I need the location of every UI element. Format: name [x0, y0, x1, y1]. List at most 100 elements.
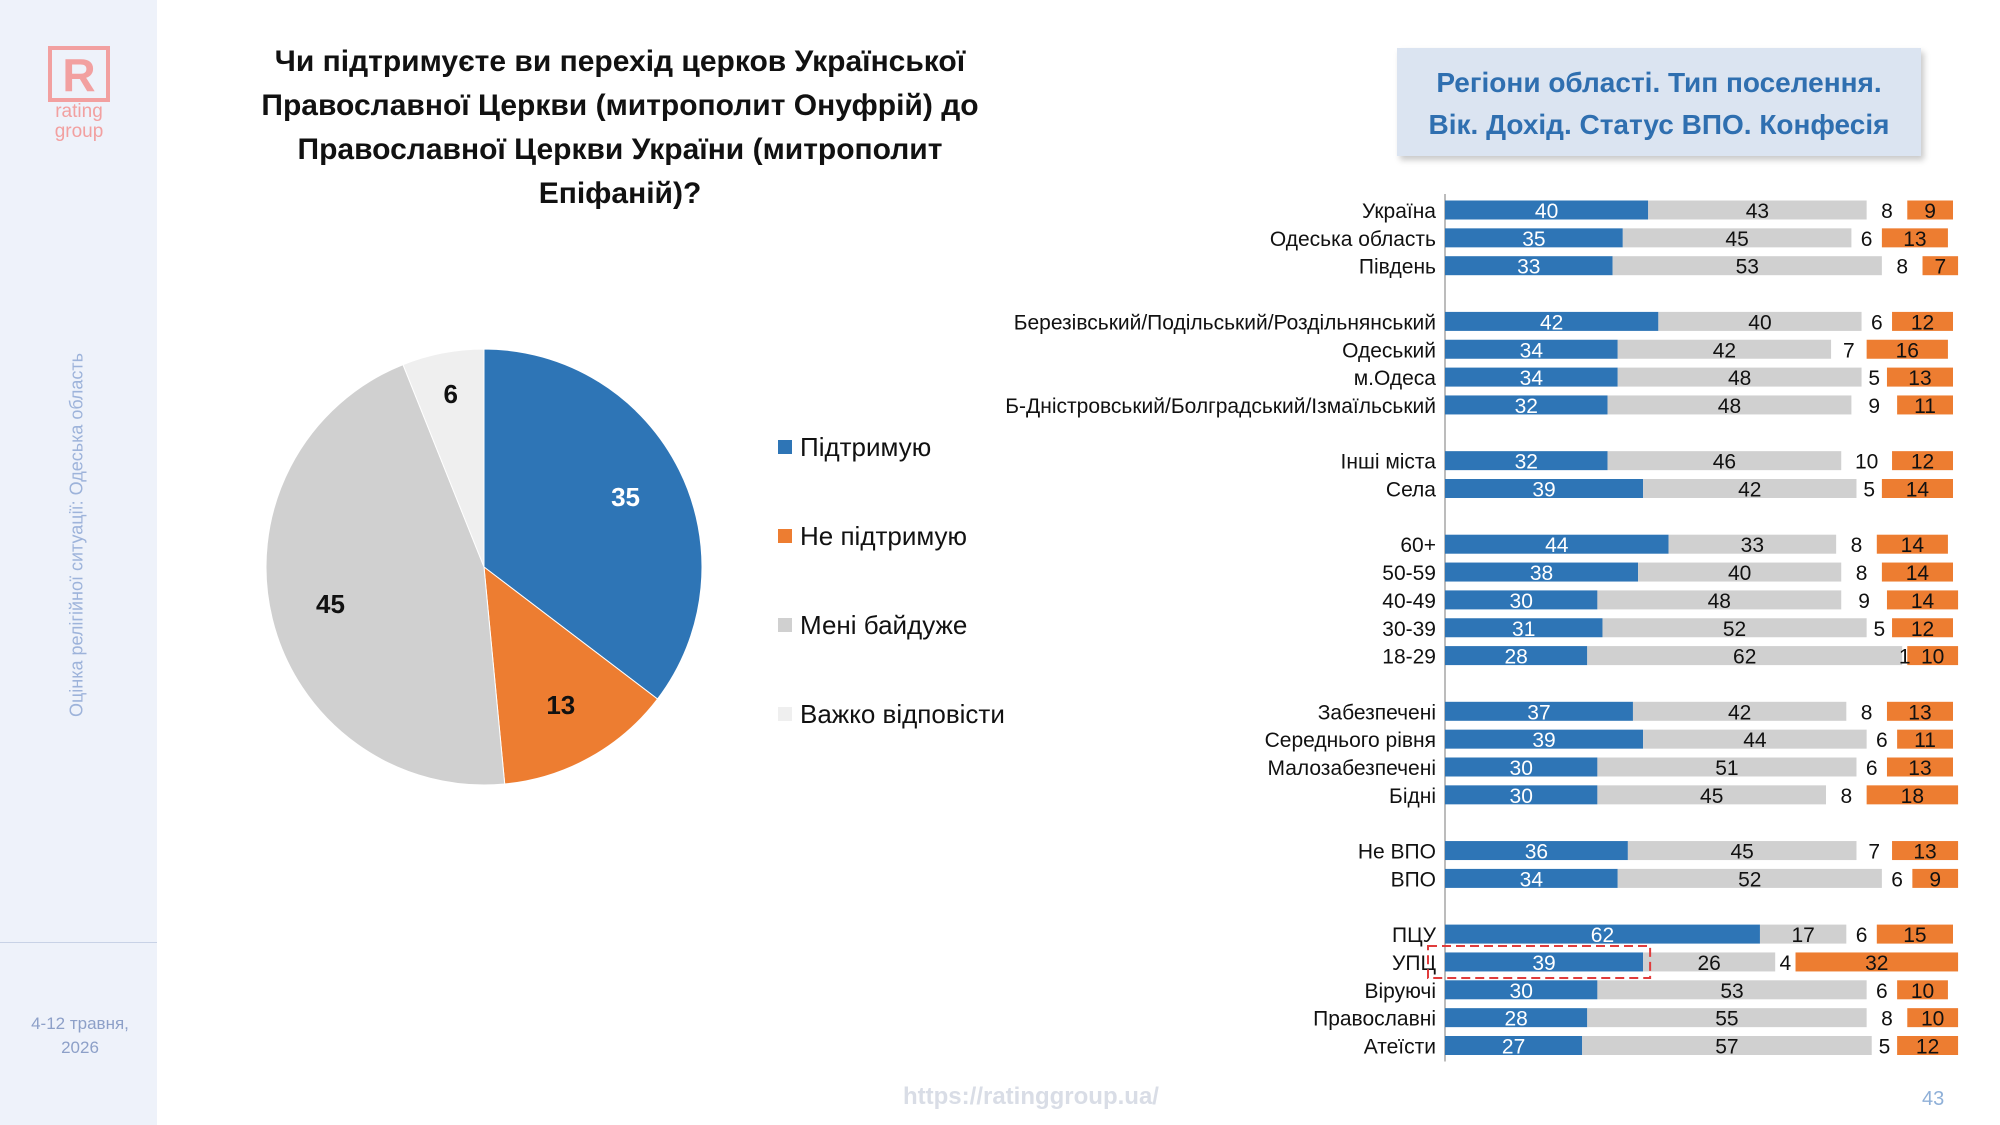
badge-line-1: Регіони області. Тип поселення. [1436, 67, 1882, 98]
bar-not-support [1876, 534, 1948, 554]
category-label: Одеська область [1270, 228, 1436, 251]
legend-swatch [778, 440, 792, 454]
pie-data-label: 35 [611, 482, 640, 512]
category-label: ПЦУ [1392, 924, 1437, 947]
bar-label-hard-to-say: 6 [1856, 924, 1868, 947]
bar-label-not-support: 13 [1913, 841, 1936, 864]
pie-slice [483, 348, 703, 700]
bar-not-support [1886, 757, 1953, 777]
bar-not-support [1897, 1036, 1959, 1055]
category-label: Південь [1359, 256, 1436, 279]
bar-not-support [1897, 729, 1953, 749]
bar-indifferent [1607, 451, 1842, 471]
bar-label-indifferent: 55 [1715, 1008, 1738, 1031]
bar-label-support: 28 [1504, 646, 1527, 669]
bar-label-indifferent: 53 [1720, 980, 1743, 1003]
bar-label-indifferent: 45 [1731, 841, 1754, 864]
category-label: Села [1386, 479, 1436, 502]
bar-not-support [1907, 200, 1953, 220]
bar-label-hard-to-say: 8 [1840, 785, 1852, 808]
bar-not-support [1922, 256, 1959, 276]
bar-label-hard-to-say: 10 [1855, 451, 1878, 474]
bar-indifferent [1597, 785, 1826, 805]
bar-indifferent [1638, 562, 1842, 582]
category-label: Атеїсти [1364, 1036, 1436, 1059]
bar-indifferent [1587, 646, 1903, 666]
legend-swatch [778, 707, 792, 721]
bar-label-indifferent: 42 [1738, 479, 1761, 502]
bar-label-support: 38 [1530, 562, 1553, 585]
bar-label-indifferent: 42 [1728, 701, 1751, 724]
bar-label-hard-to-say: 6 [1891, 868, 1903, 891]
category-label: Забезпечені [1318, 701, 1436, 724]
category-label: м.Одеса [1354, 367, 1437, 390]
category-label: Б-Дністровський/Болградський/Ізмаїльськи… [1005, 395, 1436, 418]
survey-dates-line-2: 2026 [61, 1038, 99, 1057]
legend-swatch [778, 529, 792, 543]
bar-not-support [1892, 451, 1953, 471]
bar-not-support [1897, 395, 1953, 415]
pie-slice [483, 565, 659, 785]
bar-indifferent [1627, 841, 1857, 861]
bar-not-support [1876, 924, 1953, 944]
bar-label-hard-to-say: 8 [1896, 256, 1908, 279]
bar-label-hard-to-say: 5 [1863, 479, 1875, 502]
bar-label-not-support: 13 [1908, 367, 1931, 390]
bar-label-not-support: 11 [1914, 395, 1936, 418]
bar-label-hard-to-say: 7 [1868, 841, 1880, 864]
bar-label-support: 34 [1520, 339, 1544, 362]
category-label: ВПО [1391, 868, 1436, 891]
bar-not-support [1907, 646, 1959, 666]
bar-not-support [1886, 701, 1953, 721]
bar-not-support [1886, 590, 1959, 610]
bar-label-indifferent: 52 [1723, 618, 1746, 641]
sidebar: R rating group Оцінка релігійної ситуаці… [0, 0, 157, 1125]
bar-label-indifferent: 45 [1700, 785, 1723, 808]
bar-support [1445, 451, 1608, 471]
legend-item-support: Підтримую [778, 432, 931, 463]
bar-label-support: 35 [1522, 228, 1545, 251]
bar-label-indifferent: 33 [1741, 534, 1764, 557]
category-label: Інші міста [1341, 451, 1437, 474]
category-label: Березівський/Подільський/Роздільнянський [1014, 311, 1436, 334]
bar-indifferent [1668, 534, 1837, 554]
bar-indifferent [1607, 395, 1852, 415]
bar-label-hard-to-say: 6 [1861, 228, 1873, 251]
bar-support [1445, 228, 1623, 248]
bar-indifferent [1643, 729, 1867, 749]
bar-label-indifferent: 44 [1743, 729, 1767, 752]
bar-label-hard-to-say: 6 [1876, 980, 1888, 1003]
category-label: 30-39 [1382, 618, 1436, 641]
bar-support [1445, 590, 1598, 610]
bar-support [1445, 311, 1659, 331]
bar-label-not-support: 14 [1906, 479, 1930, 502]
bar-not-support [1881, 479, 1953, 498]
bar-label-indifferent: 62 [1733, 646, 1756, 669]
bar-indifferent [1602, 618, 1867, 638]
legend-item-hard-to-say: Важко відповісти [778, 699, 1005, 730]
bar-support [1445, 924, 1760, 944]
bar-label-hard-to-say: 8 [1851, 534, 1863, 557]
category-label: Одеський [1342, 339, 1436, 362]
bar-support [1445, 395, 1608, 415]
bar-label-not-support: 9 [1924, 200, 1936, 223]
website-link[interactable]: https://ratinggroup.ua/ [903, 1083, 1159, 1110]
bar-label-hard-to-say: 8 [1856, 562, 1868, 585]
category-label: Середнього рівня [1265, 729, 1436, 752]
category-label: 60+ [1400, 534, 1436, 557]
bar-label-support: 36 [1525, 841, 1548, 864]
pie-data-label: 45 [316, 589, 345, 619]
bar-label-support: 39 [1532, 479, 1555, 502]
bar-indifferent [1597, 757, 1857, 777]
pie-data-label: 6 [443, 379, 457, 409]
bar-label-support: 30 [1510, 590, 1533, 613]
bar-indifferent [1759, 924, 1847, 944]
bar-label-support: 39 [1532, 952, 1555, 975]
legend-label: Важко відповісти [800, 699, 1005, 729]
bar-label-not-support: 10 [1911, 980, 1934, 1003]
bar-support [1445, 757, 1598, 777]
bar-support [1445, 729, 1644, 749]
bar-indifferent [1658, 311, 1862, 331]
category-label: Малозабезпечені [1267, 757, 1436, 780]
